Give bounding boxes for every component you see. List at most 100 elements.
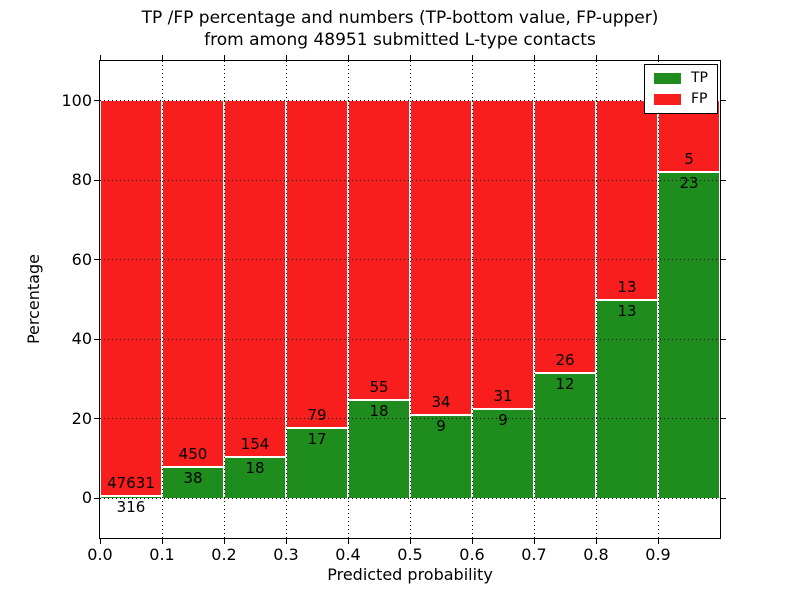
y-tick-label: 80 xyxy=(71,170,92,190)
y-tick-label: 40 xyxy=(71,329,92,349)
bar-column xyxy=(162,100,224,499)
bar-segment-fp xyxy=(349,100,409,401)
bar-value-fp: 34 xyxy=(431,393,451,412)
bar-segment-fp xyxy=(473,100,533,409)
bar-segment-fp xyxy=(163,100,223,468)
x-tick-label: 0.5 xyxy=(397,545,423,564)
gridline-vertical xyxy=(533,61,535,538)
x-tick-mark-top xyxy=(161,55,163,60)
bar-value-tp: 9 xyxy=(498,410,508,429)
gridline-vertical xyxy=(347,61,349,538)
y-tick-mark-right xyxy=(721,179,726,181)
gridline-horizontal xyxy=(100,497,720,499)
gridline-vertical xyxy=(657,61,659,538)
bar-value-tp: 9 xyxy=(436,417,446,436)
bar-segment-fp xyxy=(101,100,161,496)
x-tick-mark xyxy=(471,539,473,544)
bar-value-tp: 17 xyxy=(307,429,327,448)
bar-column xyxy=(534,100,596,499)
bar-segment-tp xyxy=(597,299,657,499)
legend-entry-tp: TP xyxy=(654,71,708,85)
gridline-vertical xyxy=(409,61,411,538)
x-tick-mark xyxy=(223,539,225,544)
x-tick-mark-top xyxy=(657,55,659,60)
x-tick-mark xyxy=(595,539,597,544)
x-tick-label: 0.3 xyxy=(273,545,299,564)
bar-segment-tp xyxy=(101,495,161,499)
x-tick-mark-top xyxy=(285,55,287,60)
legend-label-tp: TP xyxy=(691,70,708,86)
bar-segment-tp xyxy=(535,372,595,499)
gridline-horizontal xyxy=(100,259,720,261)
x-tick-mark-top xyxy=(347,55,349,60)
bar-value-tp: 23 xyxy=(679,173,699,192)
x-tick-mark xyxy=(533,539,535,544)
x-tick-label: 0.0 xyxy=(87,545,113,564)
bar-value-fp: 154 xyxy=(240,434,270,453)
x-tick-label: 0.7 xyxy=(521,545,547,564)
x-tick-label: 0.1 xyxy=(149,545,175,564)
bar-value-tp: 13 xyxy=(617,301,637,320)
legend-swatch-fp-icon xyxy=(654,93,681,105)
x-tick-mark-top xyxy=(409,55,411,60)
bar-value-fp: 47631 xyxy=(107,473,155,492)
bar-value-tp: 38 xyxy=(183,469,203,488)
bar-value-fp: 79 xyxy=(307,405,327,424)
bar-value-fp: 55 xyxy=(369,378,389,397)
x-tick-mark-top xyxy=(533,55,535,60)
y-tick-mark-right xyxy=(721,497,726,499)
gridline-vertical xyxy=(595,61,597,538)
x-tick-label: 0.9 xyxy=(645,545,671,564)
legend: TP FP xyxy=(644,64,718,114)
gridline-vertical xyxy=(285,61,287,538)
legend-entry-fp: FP xyxy=(654,92,708,106)
bar-segment-tp xyxy=(287,427,347,499)
bar-value-tp: 316 xyxy=(116,497,146,516)
bar-segment-tp xyxy=(349,400,409,499)
gridline-horizontal xyxy=(100,179,720,181)
bar-column xyxy=(472,100,534,499)
y-tick-mark xyxy=(94,100,99,102)
gridline-horizontal xyxy=(100,338,720,340)
bar-segment-fp xyxy=(597,100,657,300)
bar-column xyxy=(286,100,348,499)
x-tick-label: 0.6 xyxy=(459,545,485,564)
x-tick-mark xyxy=(657,539,659,544)
y-tick-mark-right xyxy=(721,338,726,340)
gridline-vertical xyxy=(471,61,473,538)
x-tick-label: 0.2 xyxy=(211,545,237,564)
x-tick-mark-top xyxy=(223,55,225,60)
bar-value-fp: 13 xyxy=(617,277,637,296)
x-tick-mark-top xyxy=(99,55,101,60)
bar-value-tp: 12 xyxy=(555,374,575,393)
gridline-vertical xyxy=(161,61,163,538)
x-tick-mark-top xyxy=(471,55,473,60)
bar-column xyxy=(100,100,162,499)
x-tick-mark xyxy=(99,539,101,544)
x-tick-label: 0.8 xyxy=(583,545,609,564)
y-tick-mark xyxy=(94,338,99,340)
y-tick-label: 60 xyxy=(71,249,92,269)
gridline-horizontal xyxy=(100,100,720,102)
y-tick-label: 0 xyxy=(81,488,92,508)
gridline-horizontal xyxy=(100,418,720,420)
bar-value-fp: 26 xyxy=(555,350,575,369)
x-axis-label: Predicted probability xyxy=(327,565,493,584)
bar-segment-fp xyxy=(535,100,595,373)
legend-label-fp: FP xyxy=(691,91,708,107)
bar-segment-tp xyxy=(659,171,719,499)
bar-segment-tp xyxy=(473,408,533,499)
x-tick-mark xyxy=(285,539,287,544)
legend-swatch-tp-icon xyxy=(654,72,681,84)
y-tick-mark xyxy=(94,418,99,420)
bar-column xyxy=(410,100,472,499)
y-tick-mark xyxy=(94,497,99,499)
y-tick-mark xyxy=(94,259,99,261)
y-tick-label: 20 xyxy=(71,408,92,428)
y-axis-label: Percentage xyxy=(24,254,43,345)
bar-segment-fp xyxy=(411,100,471,416)
bar-column xyxy=(224,100,286,499)
bar-value-fp: 31 xyxy=(493,386,513,405)
y-tick-mark xyxy=(94,179,99,181)
